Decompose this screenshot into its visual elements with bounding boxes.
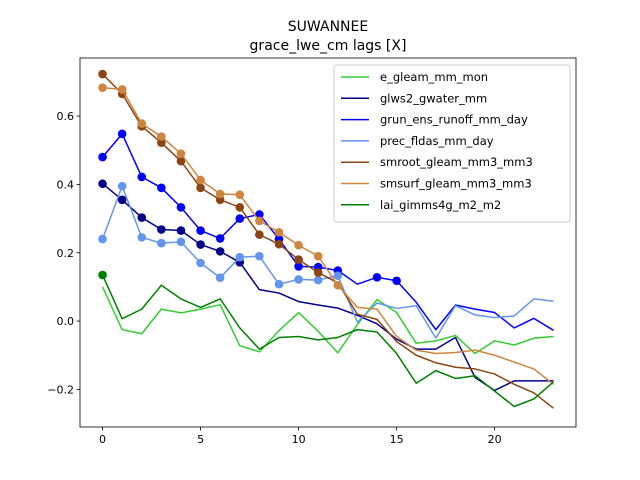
legend-label: smsurf_gleam_mm3_mm3 xyxy=(380,177,532,191)
data-point xyxy=(294,275,303,284)
legend-label: smroot_gleam_mm3_mm3 xyxy=(380,155,533,169)
data-point xyxy=(294,240,303,250)
data-point xyxy=(372,273,382,282)
data-point xyxy=(235,203,245,212)
data-point xyxy=(294,255,303,264)
data-point xyxy=(137,233,147,242)
legend-label: prec_fldas_mm_day xyxy=(380,134,494,148)
legend-box xyxy=(333,64,571,223)
data-point xyxy=(215,234,225,243)
x-tick-label: 10 xyxy=(292,433,306,446)
data-point xyxy=(255,216,264,226)
data-point xyxy=(117,195,127,205)
y-tick-label: 0.4 xyxy=(57,178,75,191)
data-point xyxy=(196,226,205,235)
data-point xyxy=(255,210,264,219)
data-point xyxy=(157,225,166,234)
y-tick-label: 0.2 xyxy=(57,247,75,260)
x-tick-label: 20 xyxy=(488,433,502,446)
data-point xyxy=(235,214,245,223)
data-point xyxy=(98,234,107,244)
data-point xyxy=(157,238,166,248)
data-point xyxy=(215,189,225,199)
data-point xyxy=(255,230,264,239)
x-tick-label: 0 xyxy=(99,433,106,446)
data-point xyxy=(333,271,343,280)
data-point xyxy=(196,183,205,193)
data-point xyxy=(157,132,166,141)
data-point xyxy=(176,237,186,247)
data-point xyxy=(98,179,107,189)
series-lai_gimms4g_m2_m2 xyxy=(98,270,554,408)
series-line xyxy=(102,86,554,385)
data-point xyxy=(235,190,245,199)
data-point xyxy=(196,240,205,249)
axes-layer: 0 5 10 15 20 −0.2 0.0 0.2 0.4 0.6 xyxy=(47,57,577,446)
y-tick-label: 0.6 xyxy=(57,110,75,123)
data-point xyxy=(215,273,225,282)
data-point xyxy=(215,247,225,256)
data-point xyxy=(235,252,245,262)
y-tick-label: −0.2 xyxy=(47,383,74,396)
data-point xyxy=(98,83,107,93)
data-point xyxy=(274,227,284,237)
data-point xyxy=(176,226,186,235)
legend-label: glws2_gwater_mm xyxy=(380,91,487,105)
data-point xyxy=(196,258,205,268)
data-point xyxy=(157,138,166,148)
y-tick-label: 0.0 xyxy=(57,315,75,328)
data-point xyxy=(176,149,186,158)
x-tick-label: 15 xyxy=(390,433,404,446)
data-point xyxy=(137,119,147,128)
data-point xyxy=(117,85,127,94)
series-layer xyxy=(98,69,554,409)
data-point xyxy=(98,152,107,162)
data-point xyxy=(333,280,343,290)
data-point xyxy=(255,251,264,261)
data-point xyxy=(196,175,205,185)
series-smsurf_gleam_mm3_mm3 xyxy=(98,83,554,385)
data-point xyxy=(176,156,186,166)
data-point xyxy=(313,268,323,277)
chart-title: SUWANNEE xyxy=(288,19,368,35)
chart-subtitle: grace_lwe_cm lags [X] xyxy=(250,38,407,54)
data-point xyxy=(176,203,186,212)
legend: e_gleam_mm_mon glws2_gwater_mm grun_ens_ru… xyxy=(333,64,571,223)
data-point xyxy=(392,276,401,286)
data-point xyxy=(294,262,303,271)
series-line xyxy=(101,133,554,331)
data-point xyxy=(274,279,284,289)
x-tick-label: 5 xyxy=(197,433,204,446)
data-point xyxy=(117,129,127,139)
legend-label: grun_ens_runoff_mm_day xyxy=(380,113,528,127)
data-point xyxy=(274,239,284,249)
plot-frame xyxy=(79,57,577,428)
data-point xyxy=(137,172,147,182)
series-line xyxy=(102,73,554,409)
data-point xyxy=(98,69,107,79)
data-point xyxy=(313,275,323,285)
data-point xyxy=(157,183,166,193)
series-line xyxy=(101,274,554,408)
data-point xyxy=(98,270,107,280)
data-point xyxy=(137,213,147,222)
data-point xyxy=(117,181,127,191)
data-point xyxy=(313,251,323,261)
legend-label: lai_gimms4g_m2_m2 xyxy=(380,198,501,212)
legend-label: e_gleam_mm_mon xyxy=(380,70,488,84)
